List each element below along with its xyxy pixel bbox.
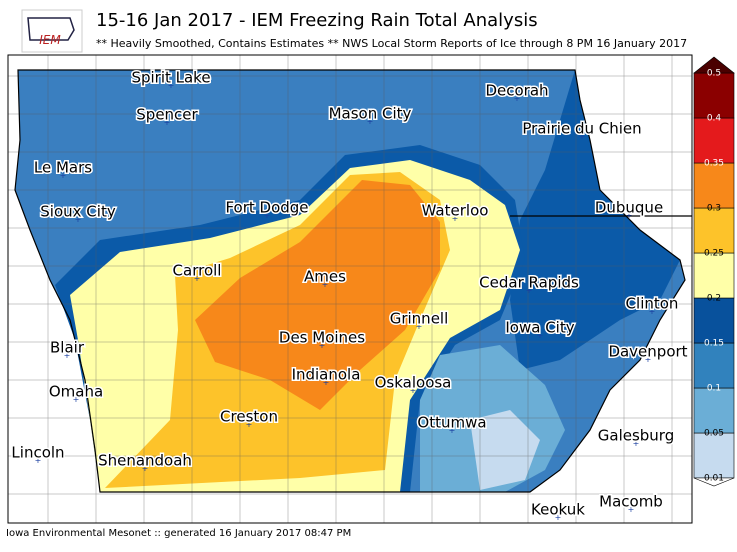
city-marker: +	[142, 464, 149, 473]
colorbar-over	[693, 56, 735, 74]
title: 15-16 Jan 2017 - IEM Freezing Rain Total…	[96, 10, 538, 31]
city-label: Prairie du Chien	[522, 120, 641, 138]
colorbar-segment	[693, 162, 735, 209]
colorbar-tick-label: 0.5	[707, 69, 721, 79]
footer: Iowa Environmental Mesonet :: generated …	[6, 528, 351, 539]
colorbar-tick-label: 0.05	[704, 429, 724, 439]
colorbar-tick-label: 0.2	[707, 294, 721, 304]
city-marker: +	[323, 378, 330, 387]
city-marker: +	[410, 386, 417, 395]
city-label: Waterloo	[422, 202, 489, 220]
city-marker: +	[164, 118, 171, 127]
city-label: Sioux City	[40, 203, 116, 221]
city-label: Keokuk	[531, 501, 585, 519]
city-label: Carroll	[173, 262, 222, 280]
city-marker: +	[246, 420, 253, 429]
city-label: Blair	[50, 339, 85, 357]
city-marker: +	[452, 214, 459, 223]
map-frame	[7, 54, 693, 524]
city-label: Lincoln	[11, 444, 64, 462]
city-label: Ames	[304, 268, 346, 286]
city-label: Oskaloosa	[375, 374, 452, 392]
city-label: Grinnell	[390, 310, 449, 328]
city-marker: +	[645, 355, 652, 364]
city-label: Indianola	[292, 366, 361, 384]
city-marker: +	[322, 280, 329, 289]
colorbar-under	[693, 477, 735, 487]
colorbar-segment	[693, 387, 735, 434]
city-marker: +	[194, 274, 201, 283]
city-label: Clinton	[626, 295, 679, 313]
city-label: Ottumwa	[417, 414, 486, 432]
city-marker: +	[626, 211, 633, 220]
colorbar-tick-label: 0.3	[707, 204, 721, 214]
subtitle: ** Heavily Smoothed, Contains Estimates …	[96, 37, 687, 50]
colorbar-segment	[693, 432, 735, 479]
city-labels: +Spirit Lake+Spencer +Mason City+Decorah+…	[10, 67, 689, 522]
colorbar-tick-label: 0.01	[704, 474, 724, 484]
city-marker: +	[579, 132, 586, 141]
colorbar-segment	[693, 252, 735, 299]
city-label: Creston	[220, 408, 278, 426]
city-label: Iowa City	[505, 319, 574, 337]
colorbar-tick-label: 0.4	[707, 114, 722, 124]
colorbar-segment	[693, 72, 735, 119]
colorbar: 0.01 0.05 0.1 0.15 0.2 0.25 0.3 0.35 0.4 0.5	[693, 56, 735, 487]
colorbar-segment	[693, 297, 735, 344]
city-label: Cedar Rapids	[479, 274, 579, 292]
city-label: Galesburg	[598, 427, 674, 445]
colorbar-segment	[693, 207, 735, 254]
logo: IEM	[21, 9, 83, 53]
colorbar-segment	[693, 342, 735, 389]
city-marker: +	[367, 117, 374, 126]
city-label: Le Mars	[34, 159, 92, 177]
colorbar-tick-label: 0.1	[707, 384, 721, 394]
city-label: Des Moines	[279, 329, 365, 347]
city-marker: +	[514, 94, 521, 103]
city-label: Macomb	[599, 493, 663, 511]
city-marker: +	[264, 211, 271, 220]
city-label: Davenport	[608, 343, 687, 361]
city-marker: +	[168, 81, 175, 90]
city-marker: +	[75, 215, 82, 224]
city-label: Spirit Lake	[131, 69, 210, 87]
colorbar-tick-label: 0.35	[704, 159, 724, 169]
colorbar-segment	[693, 117, 735, 164]
city-label: Omaha	[49, 383, 103, 401]
city-marker: +	[319, 341, 326, 350]
city-label: Spencer	[136, 106, 198, 124]
city-marker: +	[649, 307, 656, 316]
colorbar-tick-label: 0.25	[704, 249, 724, 259]
logo-text: IEM	[39, 33, 61, 47]
city-marker: +	[64, 351, 71, 360]
city-marker: +	[60, 171, 67, 180]
city-label: Mason City	[329, 105, 412, 123]
city-label: Decorah	[485, 82, 548, 100]
colorbar-tick-label: 0.15	[704, 339, 724, 349]
city-marker: +	[449, 426, 456, 435]
city-marker: +	[416, 322, 423, 331]
city-marker: +	[537, 331, 544, 340]
city-label: Shenandoah	[98, 452, 192, 470]
city-marker: +	[526, 286, 533, 295]
city-marker: +	[35, 456, 42, 465]
city-label: Dubuque	[595, 199, 663, 217]
city-marker: +	[633, 439, 640, 448]
city-label: Fort Dodge	[225, 199, 308, 217]
city-marker: +	[628, 505, 635, 514]
city-marker: +	[73, 395, 80, 404]
map	[8, 55, 692, 523]
city-marker: +	[555, 513, 562, 522]
